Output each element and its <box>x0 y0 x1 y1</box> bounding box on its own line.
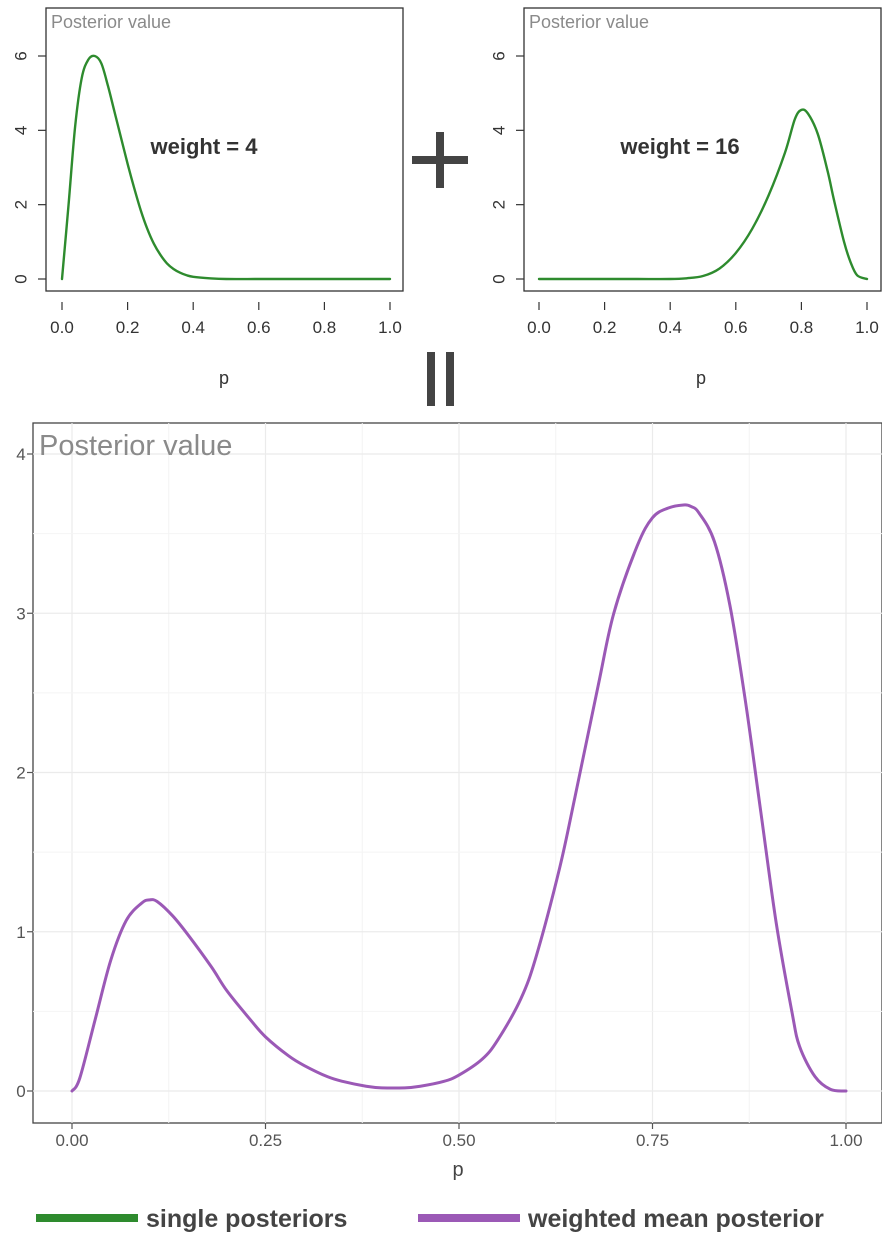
series-layer <box>60 54 392 281</box>
panel-title: Posterior value <box>529 12 649 32</box>
x-tick-label: 1.0 <box>378 318 402 337</box>
y-tick-label: 0 <box>489 274 508 283</box>
legend-item-weighted-mean-posterior: weighted mean posterior <box>418 1205 824 1233</box>
y-tick-label: 4 <box>16 445 25 464</box>
x-tick-label: 0.6 <box>724 318 748 337</box>
x-tick-label: 1.00 <box>829 1131 862 1150</box>
x-tick-label: 0.75 <box>636 1131 669 1150</box>
weight-annotation: weight = 16 <box>619 134 739 159</box>
y-tick-label: 2 <box>11 200 30 209</box>
x-axis-label: p <box>696 368 706 388</box>
x-tick-label: 0.4 <box>658 318 682 337</box>
y-tick-label: 0 <box>16 1082 25 1101</box>
axis-ticks: 0.0 0.2 0.4 0.6 0.8 1.0 0 2 4 6 <box>489 51 878 337</box>
x-tick-label: 0.2 <box>116 318 140 337</box>
x-axis-label: p <box>219 368 229 388</box>
panel-title: Posterior value <box>39 430 232 462</box>
series-line-0 <box>537 108 869 281</box>
series-line-0 <box>60 54 392 281</box>
x-tick-label: 0.25 <box>249 1131 282 1150</box>
legend-swatch <box>36 1214 138 1222</box>
x-tick-label: 0.0 <box>527 318 551 337</box>
y-tick-label: 2 <box>489 200 508 209</box>
legend-label: weighted mean posterior <box>527 1205 824 1233</box>
axis-ticks: 0.00 0.25 0.50 0.75 1.00 0 1 2 3 4 <box>16 445 862 1150</box>
x-tick-label: 1.0 <box>855 318 879 337</box>
x-tick-label: 0.4 <box>181 318 205 337</box>
chart-single-posterior-weight-16: Posterior value weight = 16 p 0.0 0.2 0.4 0… <box>489 7 882 388</box>
legend: single posteriors weighted mean posterio… <box>36 1205 824 1233</box>
legend-label: single posteriors <box>146 1205 347 1233</box>
y-tick-label: 6 <box>489 51 508 60</box>
y-tick-label: 1 <box>16 923 25 942</box>
x-tick-label: 0.8 <box>313 318 337 337</box>
y-tick-label: 4 <box>11 126 30 135</box>
y-tick-label: 3 <box>16 604 25 623</box>
x-tick-label: 0.8 <box>790 318 814 337</box>
y-tick-label: 2 <box>16 764 25 783</box>
series-line-0 <box>70 503 848 1093</box>
equals-operator <box>427 352 454 406</box>
panel-title: Posterior value <box>51 12 171 32</box>
x-tick-label: 0.50 <box>442 1131 475 1150</box>
y-tick-label: 4 <box>489 126 508 135</box>
chart-single-posterior-weight-4: Posterior value weight = 4 p 0.0 0.2 0.4 0.… <box>11 7 404 388</box>
plus-operator <box>412 132 468 188</box>
chart-weighted-mean-posterior: Posterior value p 0.00 0.25 0.50 0.75 1.00 0 1… <box>16 422 882 1181</box>
y-tick-label: 6 <box>11 51 30 60</box>
x-tick-label: 0.0 <box>50 318 74 337</box>
series-layer <box>537 108 869 281</box>
y-tick-label: 0 <box>11 274 30 283</box>
weight-annotation: weight = 4 <box>150 134 259 159</box>
legend-swatch <box>418 1214 520 1222</box>
grid-lines <box>33 423 882 1123</box>
legend-item-single-posteriors: single posteriors <box>36 1205 347 1233</box>
x-tick-label: 0.2 <box>593 318 617 337</box>
x-axis-label: p <box>452 1159 463 1181</box>
x-tick-label: 0.6 <box>247 318 271 337</box>
axis-ticks: 0.0 0.2 0.4 0.6 0.8 1.0 0 2 4 6 <box>11 51 401 337</box>
series-layer <box>70 503 848 1093</box>
x-tick-label: 0.00 <box>55 1131 88 1150</box>
plot-frame <box>45 7 404 292</box>
